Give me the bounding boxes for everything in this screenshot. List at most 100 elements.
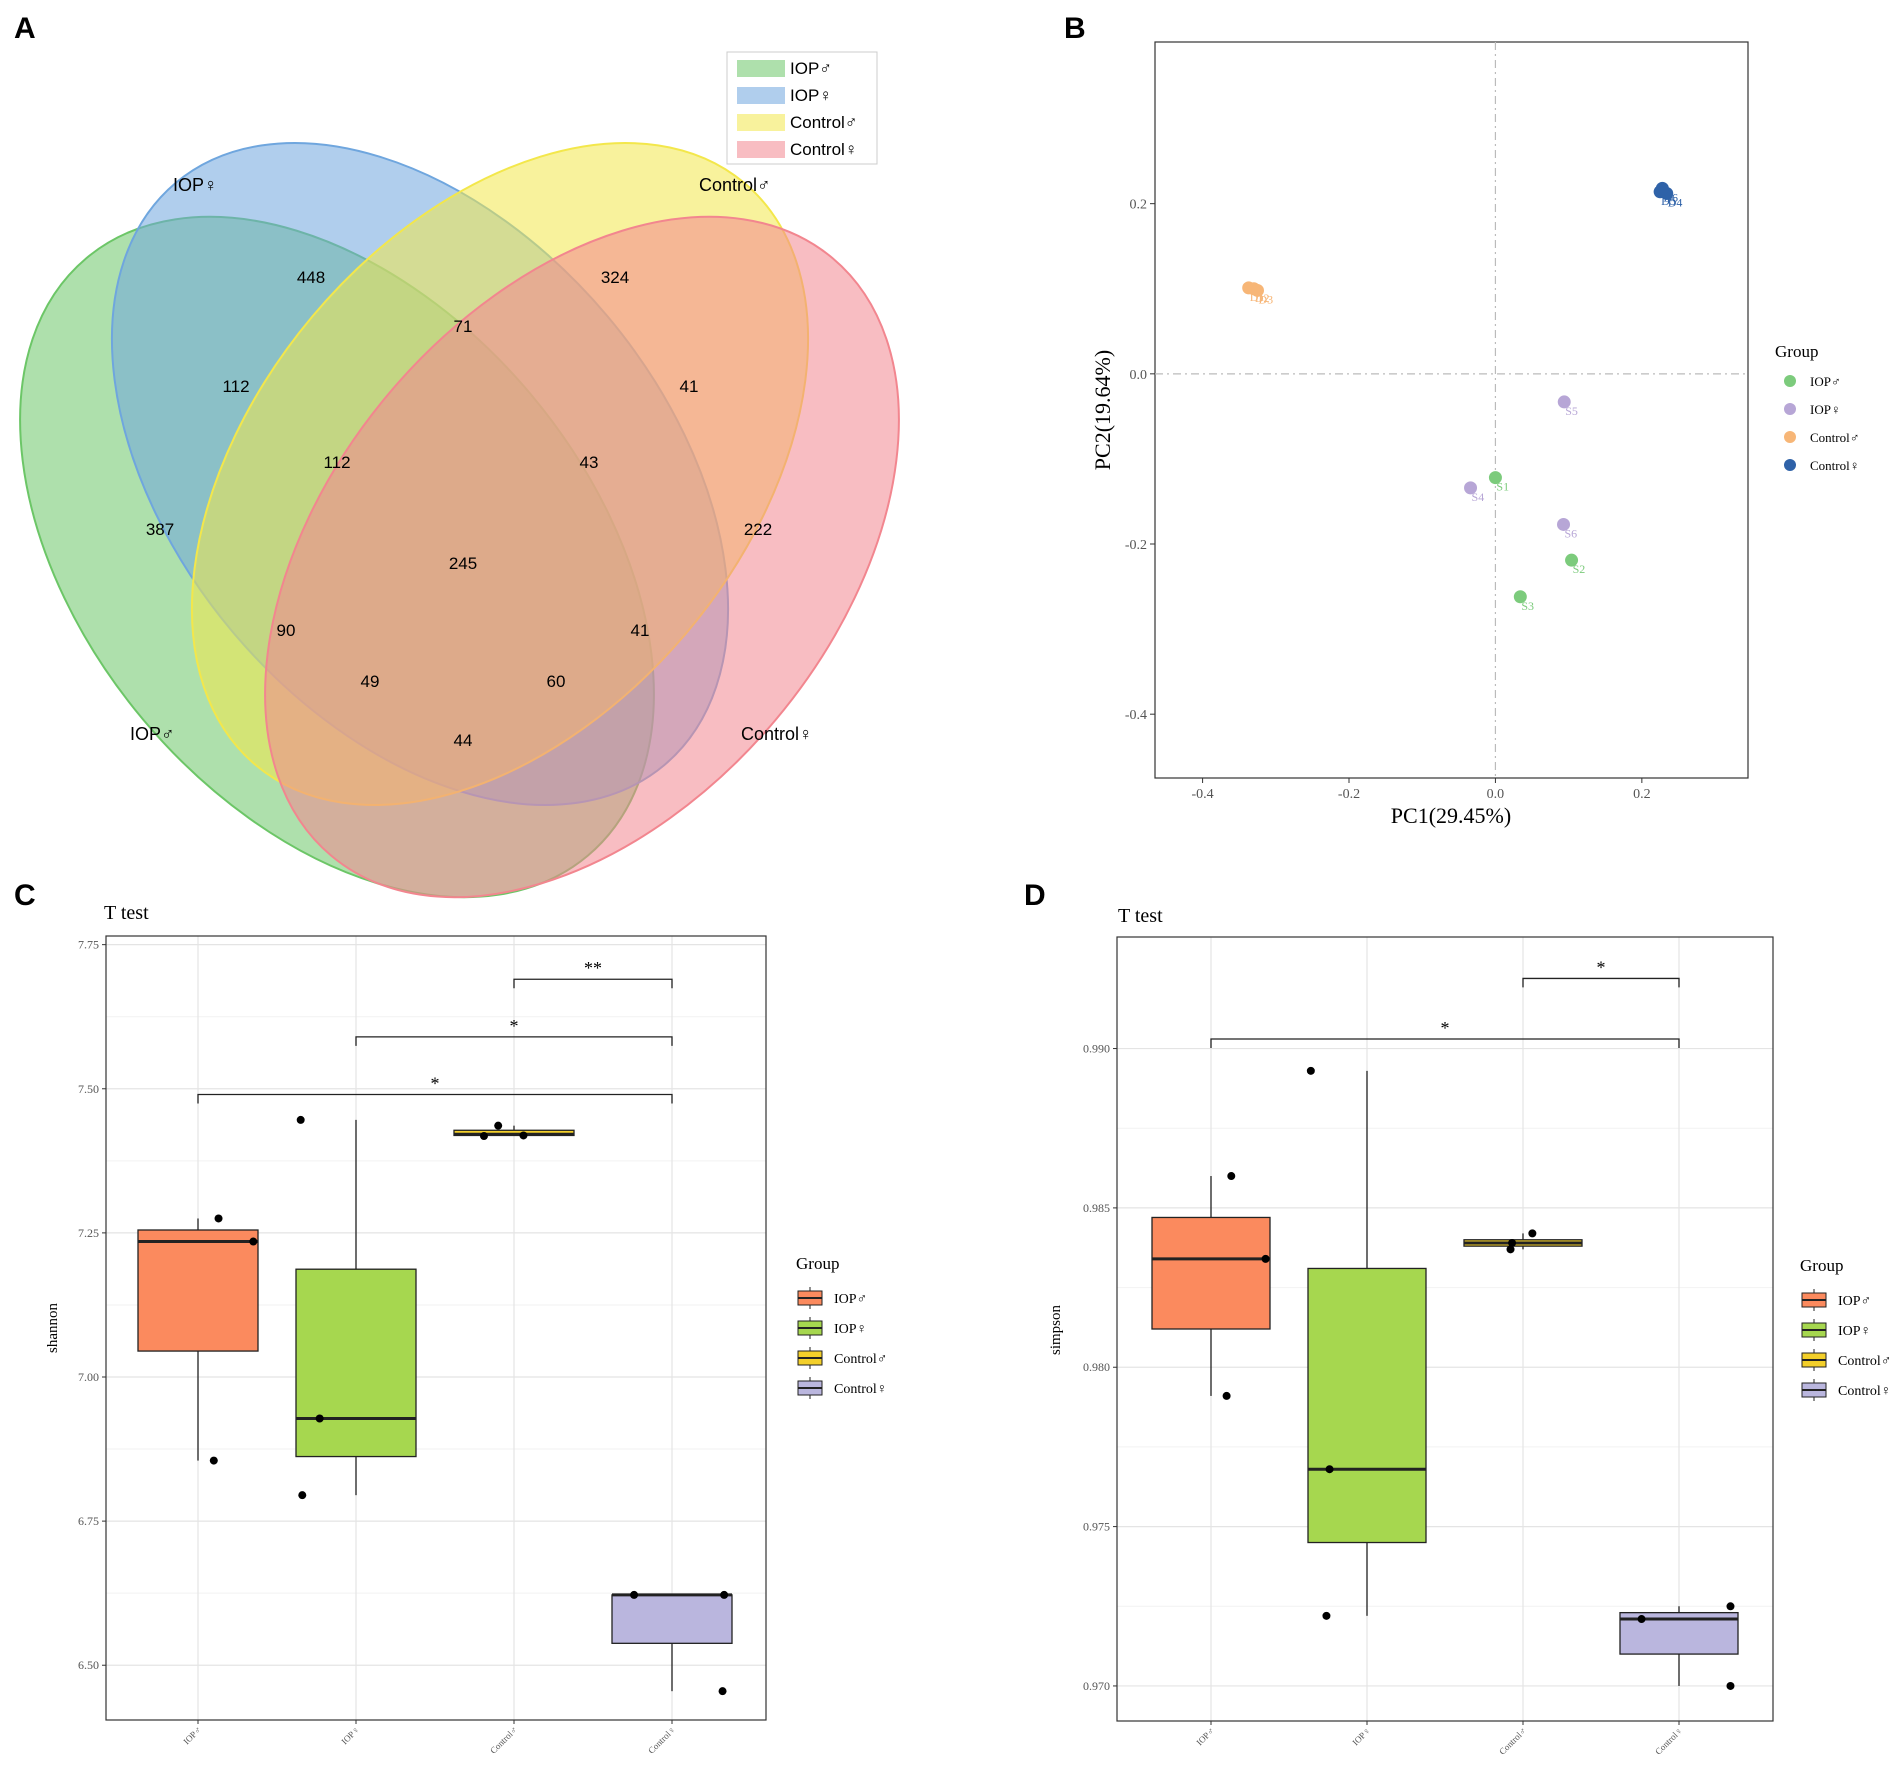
pca-legend-title: Group: [1775, 342, 1818, 361]
shannon-plot-frame: [105, 935, 767, 1721]
simpson-legend-label: IOP♂: [1838, 1294, 1871, 1309]
simpson-data-point: [1261, 1254, 1270, 1263]
shannon-box: [295, 1268, 417, 1458]
panel-label-c: C: [14, 879, 36, 912]
venn-legend-swatch: [737, 141, 785, 158]
venn-count: 90: [277, 621, 296, 640]
venn-count: 112: [222, 377, 249, 396]
panel-label-d: D: [1024, 879, 1046, 912]
simpson-data-point: [1322, 1611, 1331, 1620]
pca-legend-key: [1784, 459, 1796, 471]
venn-legend-label: Control♂: [790, 113, 858, 132]
panel-label-a: A: [14, 12, 36, 45]
simpson-box: [1151, 1216, 1271, 1330]
simpson-significance-bracket: [1210, 1038, 1680, 1048]
pca-point: [1250, 283, 1264, 297]
shannon-legend-label: Control♂: [834, 1352, 887, 1367]
venn-set-label-control-male: Control♂: [699, 175, 771, 195]
shannon-y-tick-label: 6.50: [78, 1658, 99, 1672]
venn-count: 448: [297, 268, 325, 287]
venn-legend-swatch: [737, 114, 785, 131]
venn-count: 60: [547, 672, 566, 691]
pca-legend-key: [1784, 375, 1796, 387]
venn-legend-label: IOP♂: [790, 59, 832, 78]
pca-point-label: S4: [1472, 490, 1485, 504]
pca-x-tick-label: -0.4: [1192, 787, 1214, 802]
simpson-data-point: [1726, 1602, 1735, 1611]
shannon-legend-key-iop-female: [797, 1317, 823, 1339]
shannon-x-tick-label: Control♂: [488, 1724, 519, 1755]
venn-ellipse-control-female: [264, 215, 900, 899]
pca-x-tick-label: -0.2: [1338, 787, 1360, 802]
shannon-legend: Group IOP♂ IO: [796, 1254, 887, 1399]
simpson-gridlines: [1113, 937, 1773, 1725]
pca-y-axis-title: PC2(19.64%): [1090, 350, 1115, 470]
pca-point: [1464, 481, 1478, 495]
shannon-significance-label: *: [431, 1074, 440, 1094]
shannon-x-tick-label: IOP♂: [181, 1724, 203, 1746]
pca-x-tick-label: 0.2: [1633, 787, 1651, 802]
simpson-legend-key-iop-male: [1801, 1289, 1827, 1311]
venn-count: 71: [454, 317, 473, 336]
venn-count: 245: [449, 554, 477, 573]
shannon-x-tick-label: Control♀: [646, 1724, 677, 1755]
simpson-x-tick-label: IOP♀: [1350, 1725, 1372, 1747]
simpson-data-point: [1528, 1229, 1537, 1238]
pca-point-label: D5: [1661, 194, 1676, 208]
pca-point-label: S1: [1496, 480, 1509, 494]
shannon-boxplot: T test 6.50 6.75 7.00 7.25 7.50 7.75 IOP…: [45, 902, 887, 1756]
pca-point: [1488, 471, 1502, 485]
venn-count: 41: [631, 621, 650, 640]
pca-scatter-plot: -0.4 -0.2 0.0 0.2 0.2 0.0 -0.2 -0.4 S1 S2…: [1090, 41, 1859, 828]
shannon-data-point: [296, 1115, 305, 1124]
venn-legend-swatch: [737, 60, 785, 77]
pca-x-tick-label: 0.0: [1487, 787, 1505, 802]
pca-legend-label: IOP♂: [1810, 374, 1841, 389]
shannon-legend-label: Control♀: [834, 1382, 887, 1397]
simpson-data-point: [1637, 1615, 1646, 1624]
simpson-data-point: [1227, 1172, 1236, 1181]
shannon-legend-key-control-female: [797, 1377, 823, 1399]
simpson-y-ticks: 0.970 0.975 0.980 0.985 0.990: [1083, 1042, 1110, 1693]
shannon-data-point: [494, 1121, 503, 1130]
shannon-legend-title: Group: [796, 1254, 839, 1273]
venn-legend-label: IOP♀: [790, 86, 832, 105]
shannon-significance-bracket: [197, 1093, 673, 1104]
simpson-plot-title: T test: [1118, 905, 1163, 927]
shannon-y-ticks: 6.50 6.75 7.00 7.25 7.50 7.75: [78, 938, 99, 1673]
pca-point-label: S3: [1521, 599, 1534, 613]
pca-point: [1513, 590, 1527, 604]
venn-count: 112: [323, 453, 350, 472]
simpson-legend-key-control-male: [1801, 1349, 1827, 1371]
shannon-plot-title: T test: [104, 902, 149, 924]
shannon-significance-label: *: [510, 1016, 519, 1036]
simpson-y-tick-label: 0.985: [1083, 1201, 1110, 1215]
simpson-legend-key-iop-female: [1801, 1319, 1827, 1341]
shannon-data-point: [209, 1456, 218, 1465]
simpson-significance: * *: [1210, 957, 1680, 1048]
simpson-points: [1222, 1066, 1735, 1690]
pca-points: S1S2S3S4S5S6D1D2D3D4D5D6: [1242, 181, 1682, 613]
shannon-legend-key-iop-male: [797, 1287, 823, 1309]
shannon-y-tick-label: 7.25: [78, 1226, 99, 1240]
pca-legend-label: Control♂: [1810, 430, 1859, 445]
simpson-box: [1307, 1267, 1427, 1544]
venn-count: 222: [744, 520, 772, 539]
simpson-legend-label: IOP♀: [1838, 1324, 1871, 1339]
shannon-significance-bracket: [513, 978, 673, 989]
venn-count: 49: [361, 672, 380, 691]
shannon-data-point: [519, 1131, 528, 1140]
simpson-legend-label: Control♀: [1838, 1384, 1891, 1399]
venn-legend-swatch: [737, 87, 785, 104]
shannon-box: [137, 1229, 259, 1352]
venn-diagram: 448 324 71 112 41 112 43 387 245 222 90 …: [19, 51, 900, 899]
shannon-points: [209, 1115, 729, 1696]
venn-counts: 448 324 71 112 41 112 43 387 245 222 90 …: [146, 268, 772, 750]
shannon-data-point: [249, 1237, 258, 1246]
simpson-x-tick-label: Control♀: [1653, 1725, 1684, 1756]
venn-legend-label: Control♀: [790, 140, 858, 159]
simpson-y-tick-label: 0.970: [1083, 1679, 1110, 1693]
pca-point: [1565, 553, 1579, 567]
simpson-data-point: [1325, 1465, 1334, 1474]
simpson-boxplot: T test 0.970 0.975 0.980 0.985 0.990 IOP…: [1048, 905, 1891, 1757]
